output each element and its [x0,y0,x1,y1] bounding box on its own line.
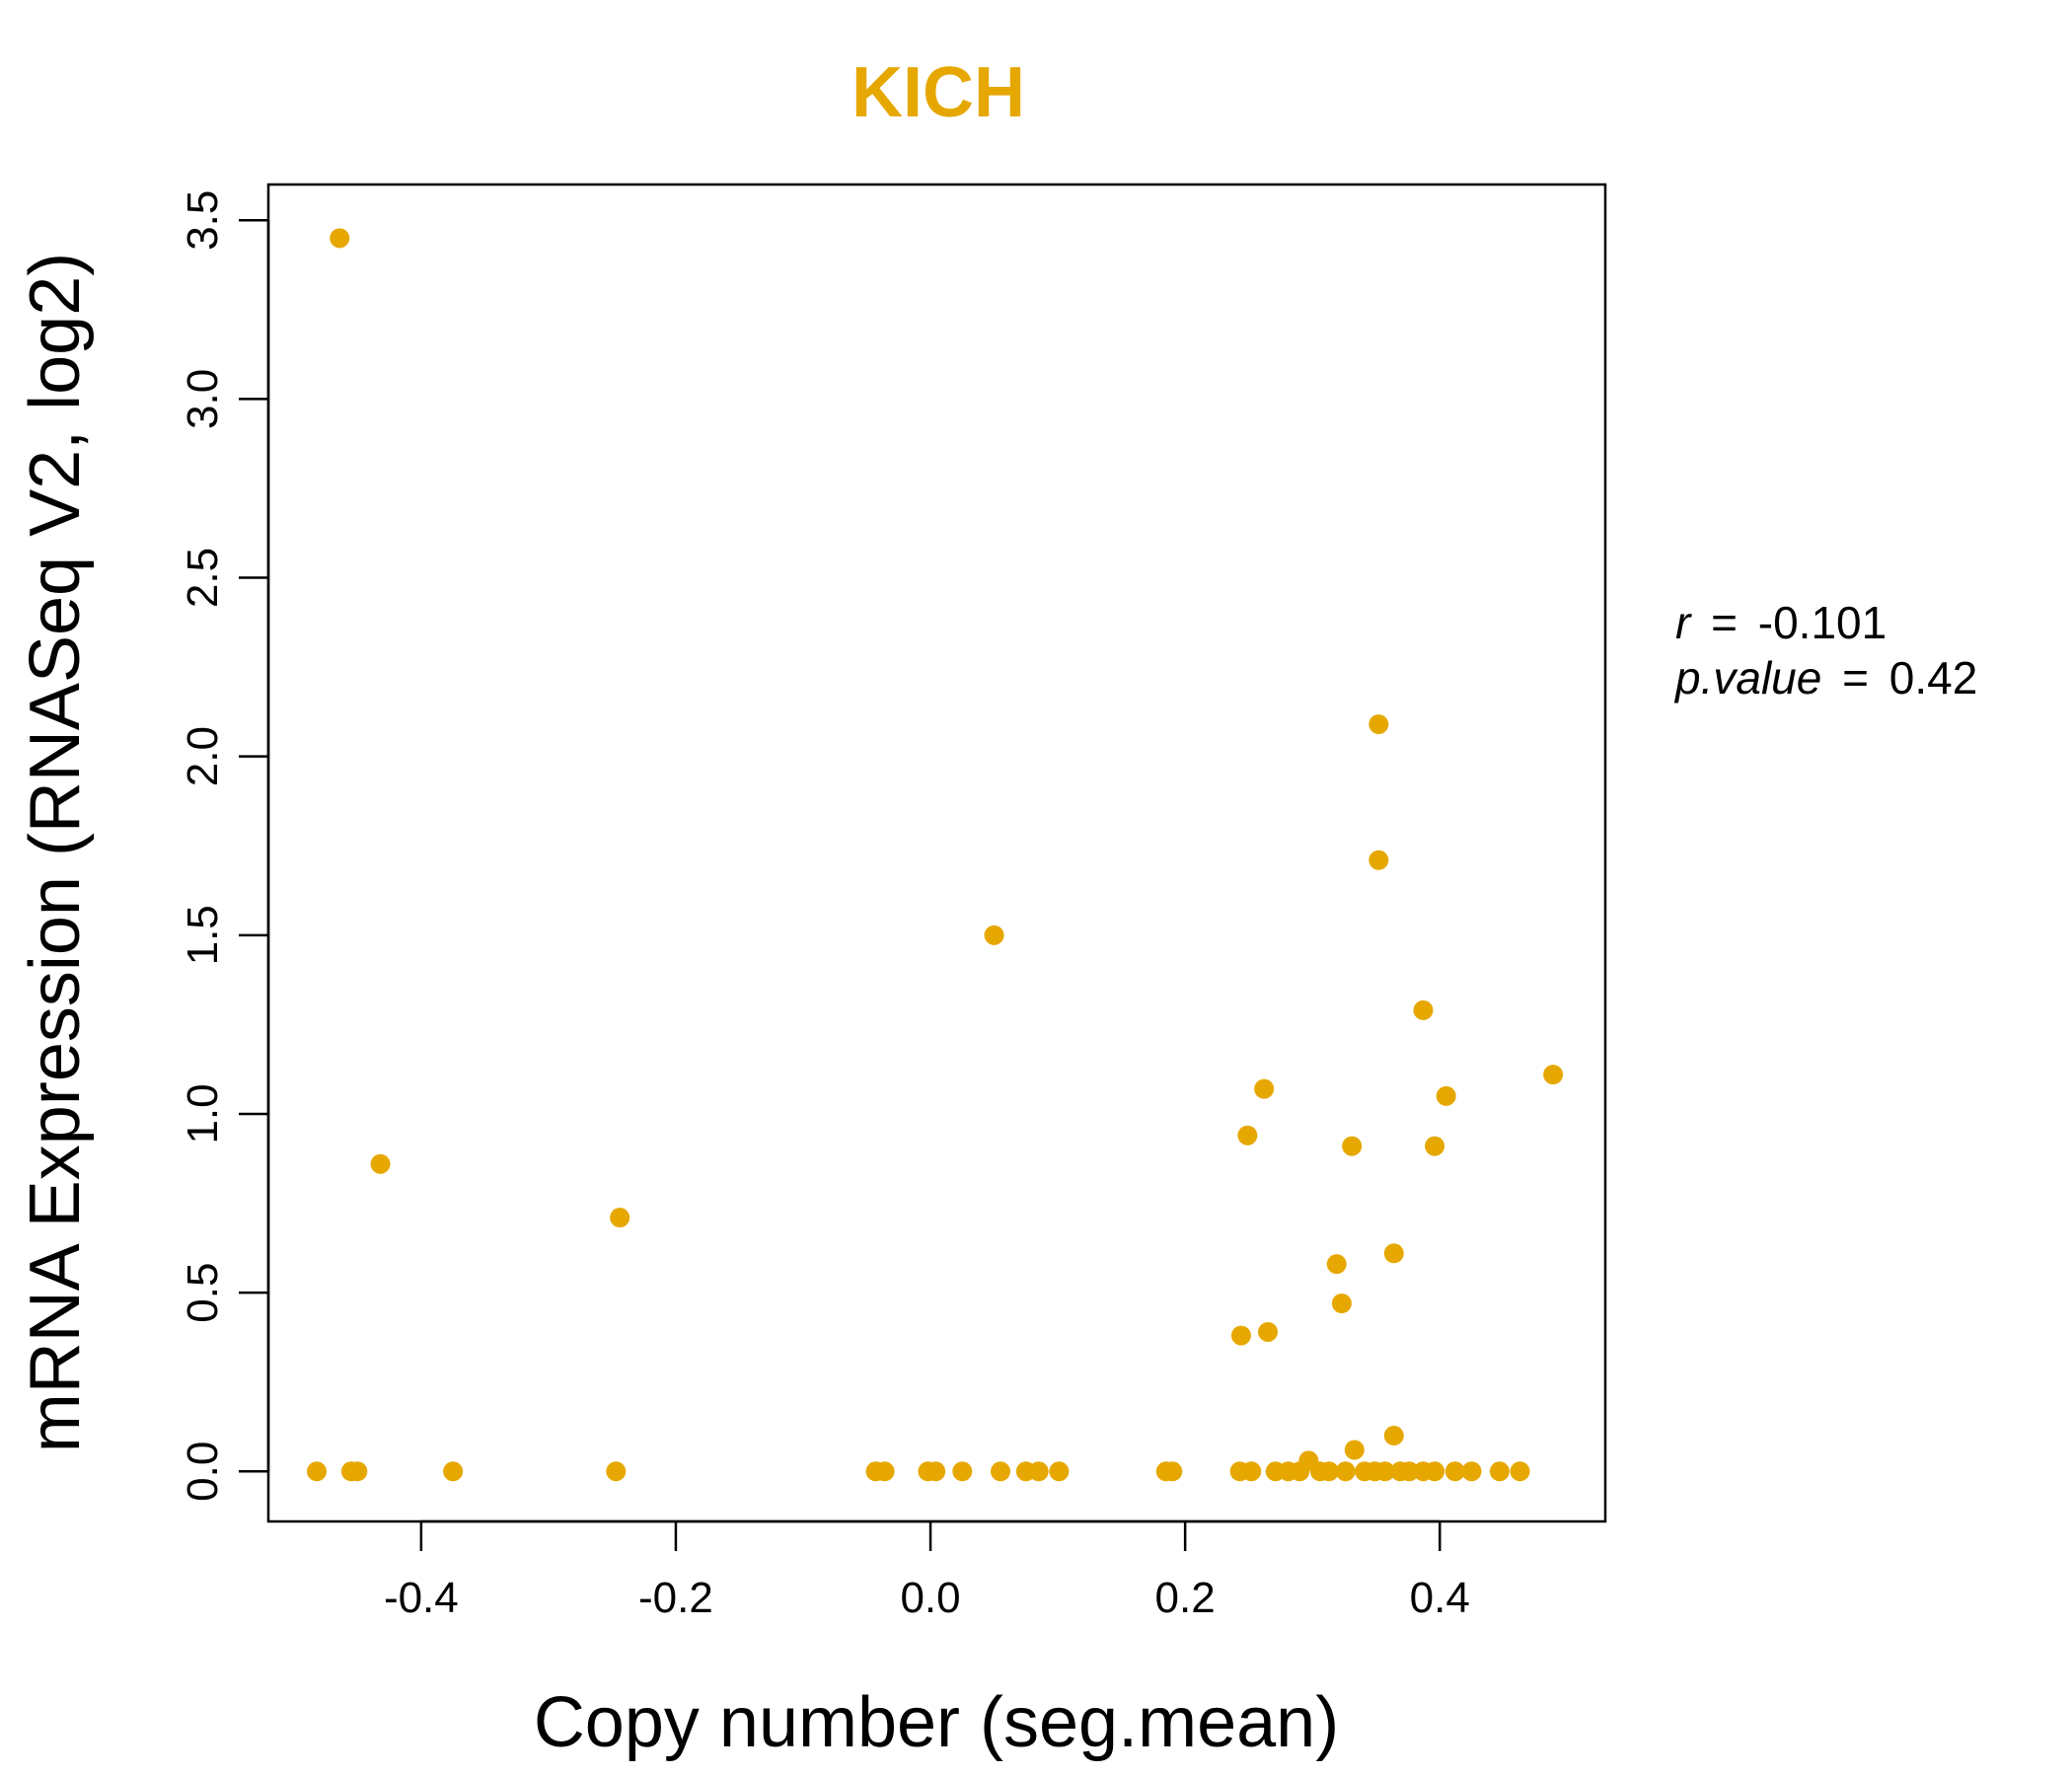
data-point [370,1153,391,1174]
data-point [443,1461,464,1482]
x-axis: -0.4 -0.2 0.0 0.2 0.4 [384,1519,1470,1622]
data-point [606,1461,627,1482]
r-label: r [1675,597,1692,648]
x-tick-label: -0.2 [638,1574,713,1622]
y-tick-label: 3.5 [179,190,227,251]
data-point [1374,1461,1395,1482]
y-tick-label: 2.5 [179,548,227,608]
data-point [610,1208,630,1228]
data-point [1331,1293,1352,1313]
data-point [1399,1461,1420,1482]
data-point [1461,1461,1482,1482]
data-point [984,925,1004,945]
r-equals: = [1711,597,1738,648]
y-axis: 0.0 0.5 1.0 1.5 2.0 2.5 3.0 3.5 [179,190,270,1502]
data-point [1425,1136,1445,1156]
y-tick-label: 3.0 [179,369,227,429]
data-point [1326,1254,1347,1275]
data-point [1444,1461,1465,1482]
data-point [1241,1461,1262,1482]
data-point [1425,1461,1445,1482]
data-point [1162,1461,1183,1482]
data-point [1342,1136,1363,1156]
correlation-stats: r = -0.101 p.value = 0.42 [1673,597,1977,703]
data-point [307,1461,328,1482]
y-axis-title: mRNA Expression (RNASeq V2, log2) [16,253,95,1452]
data-point [874,1461,895,1482]
x-tick-label: 0.4 [1410,1574,1470,1622]
data-point [330,228,350,249]
data-point [1383,1426,1404,1446]
data-point [347,1461,368,1482]
data-point [1230,1325,1251,1346]
data-point [1344,1440,1365,1460]
x-tick-label: 0.2 [1155,1574,1216,1622]
p-value-equals: = [1842,652,1869,703]
p-value-label: p.value [1673,652,1821,703]
plot-area-frame [266,183,1607,1523]
data-point [1290,1461,1310,1482]
y-tick-label: 0.5 [179,1263,227,1323]
data-points [307,228,1564,1482]
y-tick-label: 0.0 [179,1442,227,1502]
data-point [1510,1461,1530,1482]
data-point [1413,999,1434,1020]
data-point [1543,1065,1564,1085]
x-tick-label: -0.4 [384,1574,459,1622]
chart-title: KICH [851,53,1025,132]
r-statistic: r = -0.101 [1675,597,1887,648]
data-point [1049,1461,1070,1482]
y-tick-label: 2.0 [179,726,227,786]
data-point [1237,1125,1258,1146]
data-point [1028,1461,1049,1482]
p-value-statistic: p.value = 0.42 [1673,652,1977,703]
y-tick-label: 1.0 [179,1083,227,1144]
data-point [1369,714,1389,735]
data-point [1436,1085,1456,1106]
x-tick-label: 0.0 [900,1574,960,1622]
p-value-value: 0.42 [1889,652,1978,703]
y-tick-label: 1.5 [179,905,227,965]
x-axis-title: Copy number (seg.mean) [534,1683,1339,1762]
data-point [1318,1461,1339,1482]
r-value: -0.101 [1758,597,1887,648]
data-point [1383,1243,1404,1264]
data-point [952,1461,973,1482]
data-point [1335,1461,1356,1482]
data-point [1489,1461,1510,1482]
data-point [1254,1078,1275,1099]
data-point [1369,850,1389,870]
data-point [991,1461,1011,1482]
data-point [1258,1321,1279,1342]
data-point [925,1461,946,1482]
